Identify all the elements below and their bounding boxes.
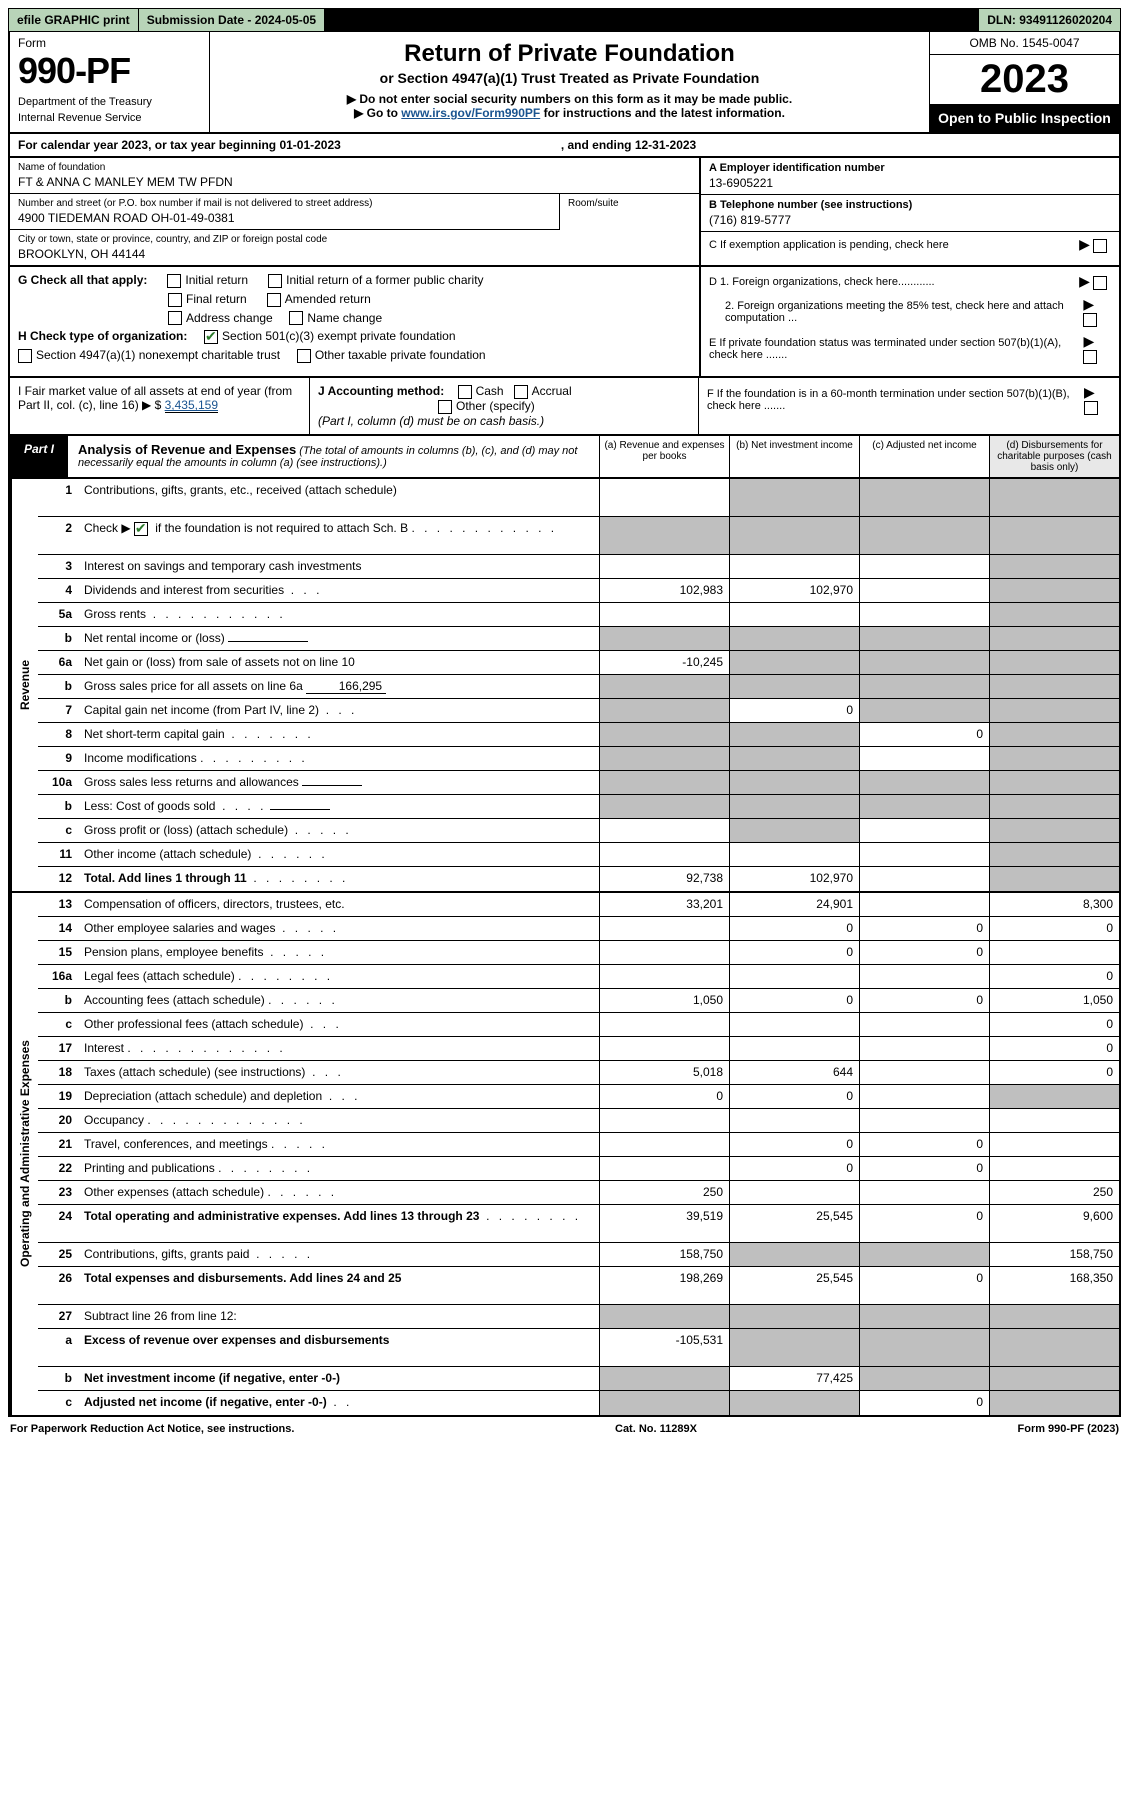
paperwork-notice: For Paperwork Reduction Act Notice, see … <box>10 1423 294 1435</box>
c-checkbox[interactable] <box>1093 239 1107 253</box>
foundation-city: BROOKLYN, OH 44144 <box>18 245 691 261</box>
ein-value: 13-6905221 <box>709 174 1111 190</box>
part1-desc: Analysis of Revenue and Expenses (The to… <box>68 436 599 477</box>
expenses-table: Operating and Administrative Expenses 13… <box>8 893 1121 1417</box>
hij-row: I Fair market value of all assets at end… <box>8 378 1121 436</box>
f-cell: F If the foundation is in a 60-month ter… <box>699 378 1119 434</box>
cash-checkbox[interactable] <box>458 385 472 399</box>
h-row: H Check type of organization: Section 50… <box>18 329 691 344</box>
e-checkbox[interactable] <box>1083 350 1097 364</box>
f-checkbox[interactable] <box>1084 401 1098 415</box>
dept-treasury: Department of the Treasury <box>18 96 201 108</box>
initial-former-checkbox[interactable] <box>268 274 282 288</box>
fmv-link[interactable]: 3,435,159 <box>165 398 218 413</box>
tax-year: 2023 <box>930 55 1119 104</box>
c-exemption: C If exemption application is pending, c… <box>701 232 1119 257</box>
foundation-name: FT & ANNA C MANLEY MEM TW PFDN <box>18 173 691 189</box>
form-number: 990-PF <box>18 50 201 92</box>
d2-checkbox[interactable] <box>1083 313 1097 327</box>
header-right: OMB No. 1545-0047 2023 Open to Public In… <box>929 32 1119 132</box>
header-left: Form 990-PF Department of the Treasury I… <box>10 32 210 132</box>
foundation-info: Name of foundation FT & ANNA C MANLEY ME… <box>8 158 1121 267</box>
cal-year-begin: For calendar year 2023, or tax year begi… <box>18 138 341 152</box>
cal-year-end: , and ending 12-31-2023 <box>561 138 696 152</box>
name-change-checkbox[interactable] <box>289 311 303 325</box>
col-d-header: (d) Disbursements for charitable purpose… <box>989 436 1119 477</box>
initial-return-checkbox[interactable] <box>167 274 181 288</box>
omb-number: OMB No. 1545-0047 <box>930 32 1119 55</box>
d1-checkbox[interactable] <box>1093 276 1107 290</box>
part1-label: Part I <box>10 436 68 477</box>
ein-cell: A Employer identification number 13-6905… <box>701 158 1119 195</box>
tel-value: (716) 819-5777 <box>709 211 1111 227</box>
section-gh: G Check all that apply: Initial return I… <box>8 267 1121 378</box>
tel-cell: B Telephone number (see instructions) (7… <box>701 195 1119 232</box>
page-footer: For Paperwork Reduction Act Notice, see … <box>8 1417 1121 1435</box>
other-taxable-checkbox[interactable] <box>297 349 311 363</box>
top-bar: efile GRAPHIC print Submission Date - 20… <box>8 8 1121 32</box>
form-ref: Form 990-PF (2023) <box>1018 1423 1119 1435</box>
addr-change-checkbox[interactable] <box>168 311 182 325</box>
d1-row: D 1. Foreign organizations, check here..… <box>709 273 1111 290</box>
calendar-year-row: For calendar year 2023, or tax year begi… <box>8 134 1121 158</box>
col-c-header: (c) Adjusted net income <box>859 436 989 477</box>
city-cell: City or town, state or province, country… <box>10 230 699 265</box>
efile-label: efile GRAPHIC print <box>9 9 138 31</box>
e-row: E If private foundation status was termi… <box>709 333 1111 364</box>
irs-link[interactable]: www.irs.gov/Form990PF <box>401 106 540 120</box>
dln-label: DLN: 93491126020204 <box>979 9 1120 31</box>
col-a-header: (a) Revenue and expenses per books <box>599 436 729 477</box>
501c3-checkbox[interactable] <box>204 330 218 344</box>
name-cell: Name of foundation FT & ANNA C MANLEY ME… <box>10 158 699 194</box>
form-title: Return of Private Foundation <box>218 40 921 68</box>
d2-row: 2. Foreign organizations meeting the 85%… <box>709 296 1111 327</box>
open-public: Open to Public Inspection <box>930 104 1119 132</box>
accrual-checkbox[interactable] <box>514 385 528 399</box>
final-return-checkbox[interactable] <box>168 293 182 307</box>
irs-label: Internal Revenue Service <box>18 112 201 124</box>
form-subtitle: or Section 4947(a)(1) Trust Treated as P… <box>218 70 921 86</box>
schb-checkbox[interactable] <box>134 522 148 536</box>
part1-header: Part I Analysis of Revenue and Expenses … <box>8 436 1121 479</box>
j-cell: J Accounting method: Cash Accrual Other … <box>310 378 699 434</box>
foundation-address: 4900 TIEDEMAN ROAD OH-01-49-0381 <box>18 209 551 225</box>
form-word: Form <box>18 36 201 50</box>
4947-checkbox[interactable] <box>18 349 32 363</box>
room-suite: Room/suite <box>559 194 699 230</box>
oae-label: Operating and Administrative Expenses <box>10 893 38 1415</box>
col-b-header: (b) Net investment income <box>729 436 859 477</box>
i-cell: I Fair market value of all assets at end… <box>10 378 310 434</box>
instr-no-ssn: ▶ Do not enter social security numbers o… <box>218 92 921 106</box>
addr-cell: Number and street (or P.O. box number if… <box>10 194 559 230</box>
submission-date: Submission Date - 2024-05-05 <box>139 9 324 31</box>
g-row: G Check all that apply: Initial return I… <box>18 273 691 288</box>
form-header: Form 990-PF Department of the Treasury I… <box>8 32 1121 134</box>
header-center: Return of Private Foundation or Section … <box>210 32 929 132</box>
instr-goto: ▶ Go to www.irs.gov/Form990PF for instru… <box>218 106 921 120</box>
revenue-table: Revenue 1Contributions, gifts, grants, e… <box>8 479 1121 893</box>
amended-return-checkbox[interactable] <box>267 293 281 307</box>
revenue-label: Revenue <box>10 479 38 891</box>
other-acct-checkbox[interactable] <box>438 400 452 414</box>
cat-no: Cat. No. 11289X <box>615 1423 697 1435</box>
